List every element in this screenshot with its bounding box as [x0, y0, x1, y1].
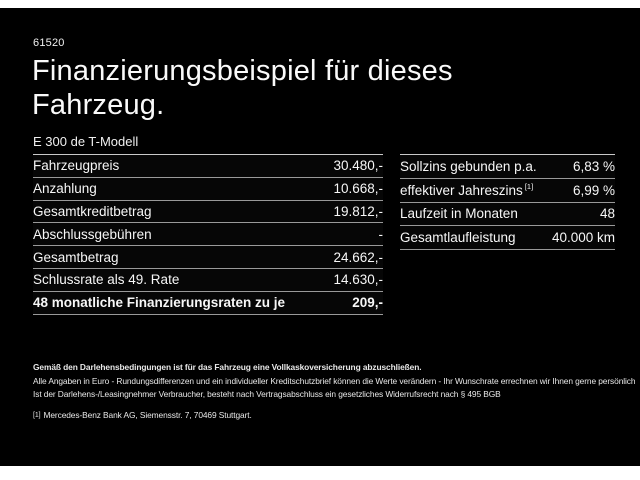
- row-label: Laufzeit in Monaten: [400, 206, 518, 222]
- row-label: Schlussrate als 49. Rate: [33, 272, 180, 288]
- offer-number: 61520: [33, 37, 65, 49]
- row-label: Gesamtkreditbetrag: [33, 203, 152, 219]
- page-title-line2: Fahrzeug.: [32, 89, 165, 121]
- row-label: Gesamtbetrag: [33, 249, 119, 265]
- table-row-laufzeit: Laufzeit in Monaten 48: [400, 203, 615, 227]
- row-value: 6,99 %: [572, 182, 615, 198]
- row-label: 48 monatliche Finanzierungsraten zu je: [33, 295, 286, 311]
- table-row-effektiver-jahreszins: effektiver Jahreszins [1] 6,99 %: [400, 179, 615, 203]
- row-value: 209,-: [352, 295, 383, 311]
- conditions-table: Sollzins gebunden p.a. 6,83 % effektiver…: [400, 154, 615, 251]
- bottom-margin: [0, 466, 640, 480]
- row-label: effektiver Jahreszins [1]: [400, 183, 533, 198]
- footnote-reference-marker: [1]: [33, 412, 41, 419]
- table-row-schlussrate: Schlussrate als 49. Rate 14.630,-: [33, 269, 383, 292]
- table-row-monatsrate: 48 monatliche Finanzierungsraten zu je 2…: [33, 292, 383, 315]
- table-row-fahrzeugpreis: Fahrzeugpreis 30.480,-: [33, 155, 383, 178]
- row-value: -: [378, 226, 384, 242]
- top-margin: [0, 0, 640, 8]
- fineprint-disclaimer-line1: Alle Angaben in Euro - Rundungsdifferenz…: [33, 376, 636, 386]
- row-value: 30.480,-: [333, 158, 383, 174]
- fineprint: Gemäß den Darlehensbedingungen ist für d…: [33, 361, 636, 422]
- row-label-text: effektiver Jahreszins: [400, 182, 523, 198]
- row-label: Gesamtlaufleistung: [400, 230, 516, 246]
- table-row-anzahlung: Anzahlung 10.668,-: [33, 178, 383, 201]
- table-row-abschlussgebuehren: Abschlussgebühren -: [33, 223, 384, 247]
- table-row-sollzins: Sollzins gebunden p.a. 6,83 %: [400, 155, 615, 179]
- table-row-gesamtkreditbetrag: Gesamtkreditbetrag 19.812,-: [33, 201, 383, 224]
- row-value: 48: [599, 206, 615, 222]
- row-value: 6,83 %: [572, 158, 615, 174]
- page-title: Finanzierungsbeispiel für dieses Fahrzeu…: [32, 54, 453, 122]
- row-label: Sollzins gebunden p.a.: [400, 158, 537, 174]
- fineprint-insurance-note: Gemäß den Darlehensbedingungen ist für d…: [33, 362, 422, 372]
- fineprint-disclaimer-line2: Ist der Darlehens-/Leasingnehmer Verbrau…: [33, 389, 501, 399]
- page-title-line1: Finanzierungsbeispiel für dieses: [32, 55, 453, 87]
- table-row-gesamtbetrag: Gesamtbetrag 24.662,-: [33, 246, 383, 269]
- footnote-reference: [1] Mercedes-Benz Bank AG, Siemensstr. 7,…: [33, 409, 633, 422]
- row-label: Fahrzeugpreis: [33, 158, 120, 174]
- row-value: 10.668,-: [333, 181, 383, 197]
- row-value: 24.662,-: [333, 249, 383, 265]
- vehicle-model: E 300 de T-Modell: [33, 134, 139, 149]
- footnote-reference-text: Mercedes-Benz Bank AG, Siemensstr. 7, 70…: [43, 410, 252, 420]
- footnote-marker: [1]: [524, 182, 534, 192]
- finance-table: Fahrzeugpreis 30.480,- Anzahlung 10.668,…: [33, 154, 383, 315]
- row-value: 40.000 km: [551, 230, 615, 246]
- row-label: Abschlussgebühren: [33, 226, 152, 242]
- table-row-gesamtlaufleistung: Gesamtlaufleistung 40.000 km: [400, 226, 615, 251]
- financing-example-slide: 61520 Finanzierungsbeispiel für dieses F…: [0, 8, 640, 466]
- row-label: Anzahlung: [33, 181, 97, 197]
- row-value: 14.630,-: [333, 272, 383, 288]
- row-value: 19.812,-: [333, 203, 383, 219]
